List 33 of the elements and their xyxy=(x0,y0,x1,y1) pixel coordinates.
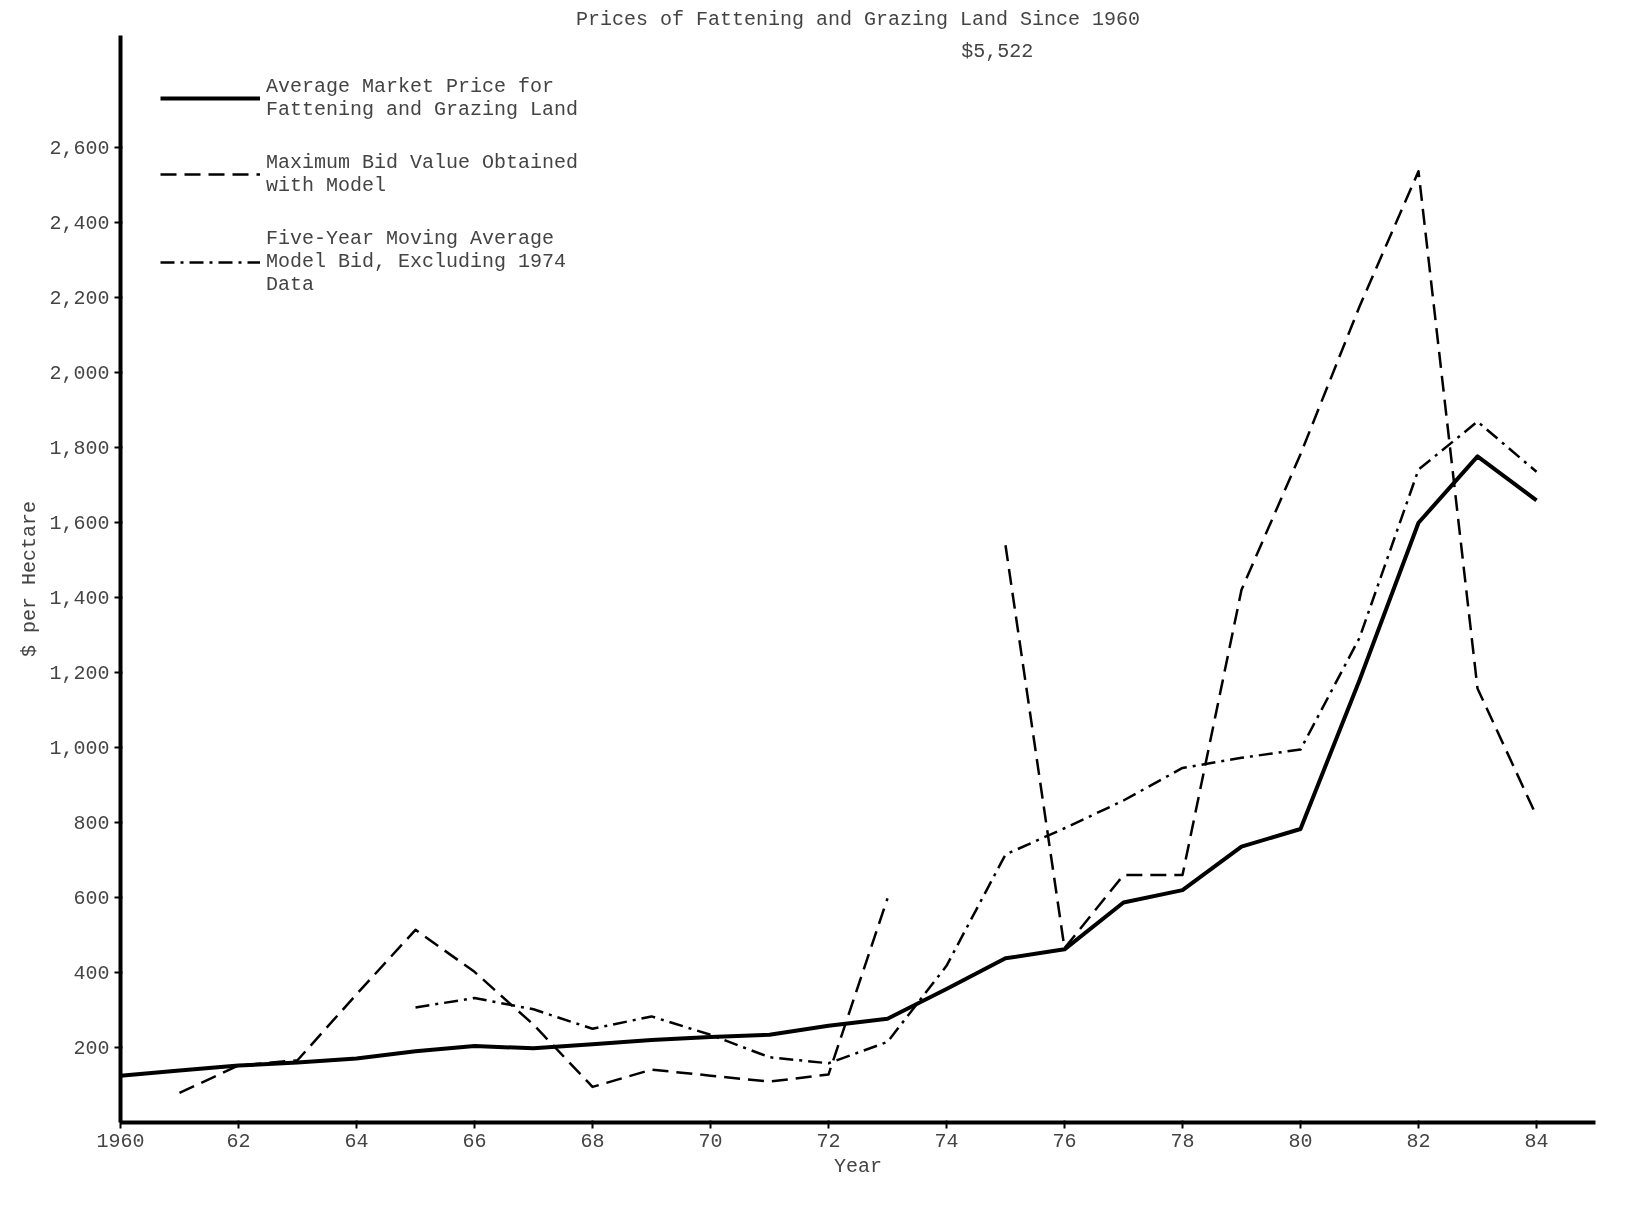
x-tick-label: 62 xyxy=(226,1129,251,1153)
y-tick-label: 2,400 xyxy=(49,212,110,236)
y-tick-label: 800 xyxy=(73,812,110,836)
y-tick-label: 1,200 xyxy=(49,662,110,686)
y-tick-label: 200 xyxy=(73,1037,110,1061)
y-tick-label: 400 xyxy=(73,962,110,986)
annotation: $5,522 xyxy=(961,39,1034,63)
y-tick-label: 2,600 xyxy=(49,137,110,161)
x-tick-label: 76 xyxy=(1052,1129,1077,1153)
x-tick-label: 64 xyxy=(344,1129,369,1153)
y-tick-label: 600 xyxy=(73,887,110,911)
legend-label: Maximum Bid Value Obtained with Model xyxy=(266,151,579,197)
legend-label: Average Market Price for Fattening and Grazing Land xyxy=(266,75,579,121)
y-tick-label: 1,800 xyxy=(49,437,110,461)
legend-label: Five-Year Moving Average Model Bid, Excluding 1974 Data xyxy=(266,227,567,296)
x-tick-label: 82 xyxy=(1406,1129,1431,1153)
x-tick-label: 80 xyxy=(1288,1129,1313,1153)
x-tick-label: 72 xyxy=(816,1129,841,1153)
x-tick-label: 70 xyxy=(698,1129,723,1153)
x-tick-label: 78 xyxy=(1170,1129,1195,1153)
y-tick-label: 1,000 xyxy=(49,737,110,761)
y-tick-label: 1,400 xyxy=(49,587,110,611)
y-tick-label: 2,000 xyxy=(49,362,110,386)
x-tick-label: 66 xyxy=(462,1129,487,1153)
x-tick-label: 74 xyxy=(934,1129,959,1153)
x-axis-title: Year xyxy=(834,1154,883,1178)
chart-title: Prices of Fattening and Grazing Land Since 1960 xyxy=(575,7,1141,31)
y-tick-label: 1,600 xyxy=(49,512,110,536)
x-tick-label: 68 xyxy=(580,1129,605,1153)
y-tick-label: 2,200 xyxy=(49,287,110,311)
x-tick-label: 84 xyxy=(1524,1129,1549,1153)
x-tick-label: 1960 xyxy=(96,1129,145,1153)
y-axis-title: $ per Hectare xyxy=(18,500,42,658)
